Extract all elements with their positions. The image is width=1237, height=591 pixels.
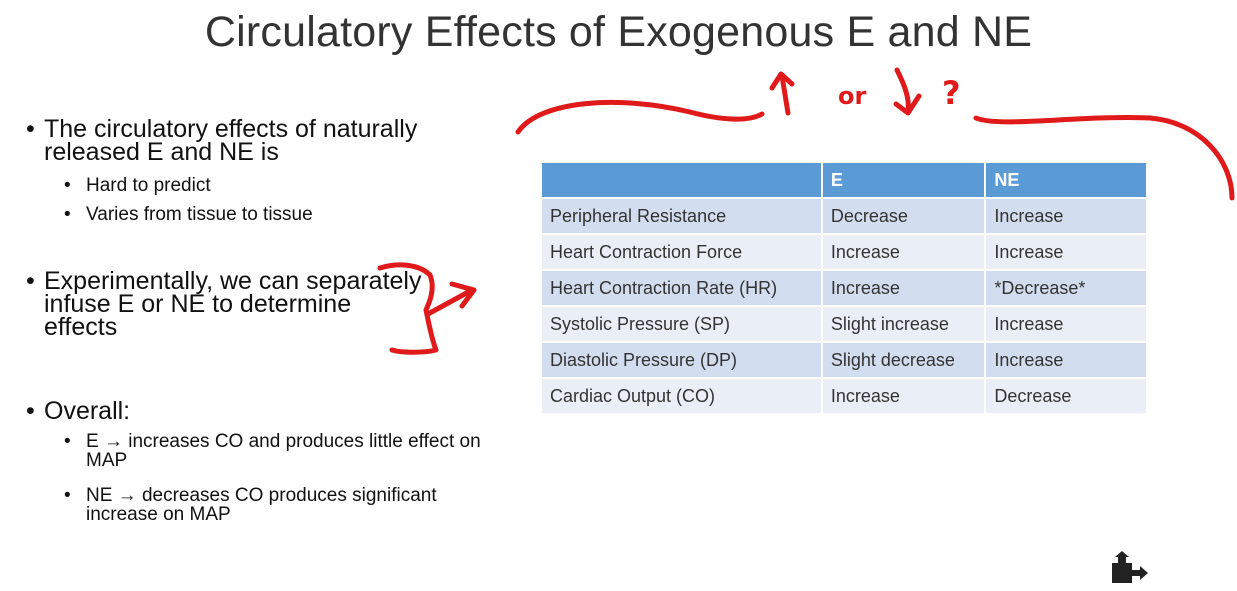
bullet-2-text: Experimentally, we can separately infuse…	[44, 267, 422, 341]
ink-curve-left	[515, 99, 765, 135]
bullet-1-sub-1: • Hard to predict	[64, 176, 494, 195]
table-cell: Increase	[984, 197, 1146, 234]
bullet-3-sub-1-text: E → increases CO and produces little eff…	[86, 431, 481, 471]
table-header-cell: E	[820, 163, 986, 198]
handwritten-question-mark: ?	[942, 74, 961, 112]
up-arrow-icon	[769, 71, 795, 116]
ink-curve-right	[973, 115, 1235, 201]
table-cell: Increase	[820, 269, 986, 306]
table-cell: Cardiac Output (CO)	[542, 377, 822, 413]
table-header-row: E NE	[542, 163, 1146, 198]
handwritten-or: or	[838, 82, 866, 110]
right-brace	[377, 262, 439, 355]
bullet-dot: •	[26, 115, 35, 143]
table-row: Diastolic Pressure (DP) Slight decrease …	[542, 341, 1146, 378]
table-row: Heart Contraction Force Increase Increas…	[542, 233, 1146, 270]
table-row: Systolic Pressure (SP) Slight increase I…	[542, 305, 1146, 342]
table-cell: Increase	[984, 341, 1146, 378]
right-arrow-icon	[425, 281, 477, 317]
bullet-1-text: The circulatory effects of naturally rel…	[44, 115, 418, 166]
effects-table: E NE Peripheral Resistance Decrease Incr…	[542, 163, 1146, 413]
table-cell: Increase	[984, 305, 1146, 342]
sub-bullet-dot: •	[64, 431, 71, 452]
sub-bullet-dot: •	[64, 204, 71, 225]
table-row: Heart Contraction Rate (HR) Increase *De…	[542, 269, 1146, 306]
table-cell: Peripheral Resistance	[542, 197, 822, 234]
table-cell: Diastolic Pressure (DP)	[542, 341, 822, 378]
bullet-1: • The circulatory effects of naturally r…	[26, 115, 496, 166]
table-row: Cardiac Output (CO) Increase Decrease	[542, 377, 1146, 413]
table-cell: Decrease	[984, 377, 1146, 413]
bullet-dot: •	[26, 267, 35, 295]
share-icon-graphic	[1112, 551, 1148, 583]
bullet-3: • Overall:	[26, 397, 496, 425]
bullet-1-sub-2-text: Varies from tissue to tissue	[86, 204, 313, 225]
table-cell: Heart Contraction Force	[542, 233, 822, 270]
table-cell: Decrease	[820, 197, 986, 234]
table-cell: Slight increase	[820, 305, 986, 342]
table-row: Peripheral Resistance Decrease Increase	[542, 197, 1146, 234]
bullet-2: • Experimentally, we can separately infu…	[26, 267, 426, 341]
slide-title: Circulatory Effects of Exogenous E and N…	[204, 8, 1033, 56]
bullet-1-sub-1-text: Hard to predict	[86, 175, 211, 196]
table-header-cell	[542, 163, 822, 198]
bullet-3-text: Overall:	[44, 397, 131, 425]
table-cell: Heart Contraction Rate (HR)	[542, 269, 822, 306]
table-cell: Slight decrease	[820, 341, 986, 378]
sub-bullet-dot: •	[64, 485, 71, 506]
table-cell: Systolic Pressure (SP)	[542, 305, 822, 342]
table-cell: Increase	[984, 233, 1146, 270]
sub-bullet-dot: •	[64, 175, 71, 196]
table-cell: Increase	[820, 233, 986, 270]
table-header-cell: NE	[984, 163, 1146, 198]
down-arrow-icon	[893, 67, 922, 116]
share-icon[interactable]	[1108, 551, 1150, 590]
bullet-1-sub-2: • Varies from tissue to tissue	[64, 205, 494, 224]
bullet-3-sub-2: • NE → decreases CO produces significant…	[64, 486, 494, 524]
table-cell: *Decrease*	[984, 269, 1146, 306]
bullet-3-sub-2-text: NE → decreases CO produces significant i…	[86, 485, 437, 525]
bullet-dot: •	[26, 397, 35, 425]
table-cell: Increase	[820, 377, 986, 413]
bullet-3-sub-1: • E → increases CO and produces little e…	[64, 432, 494, 470]
